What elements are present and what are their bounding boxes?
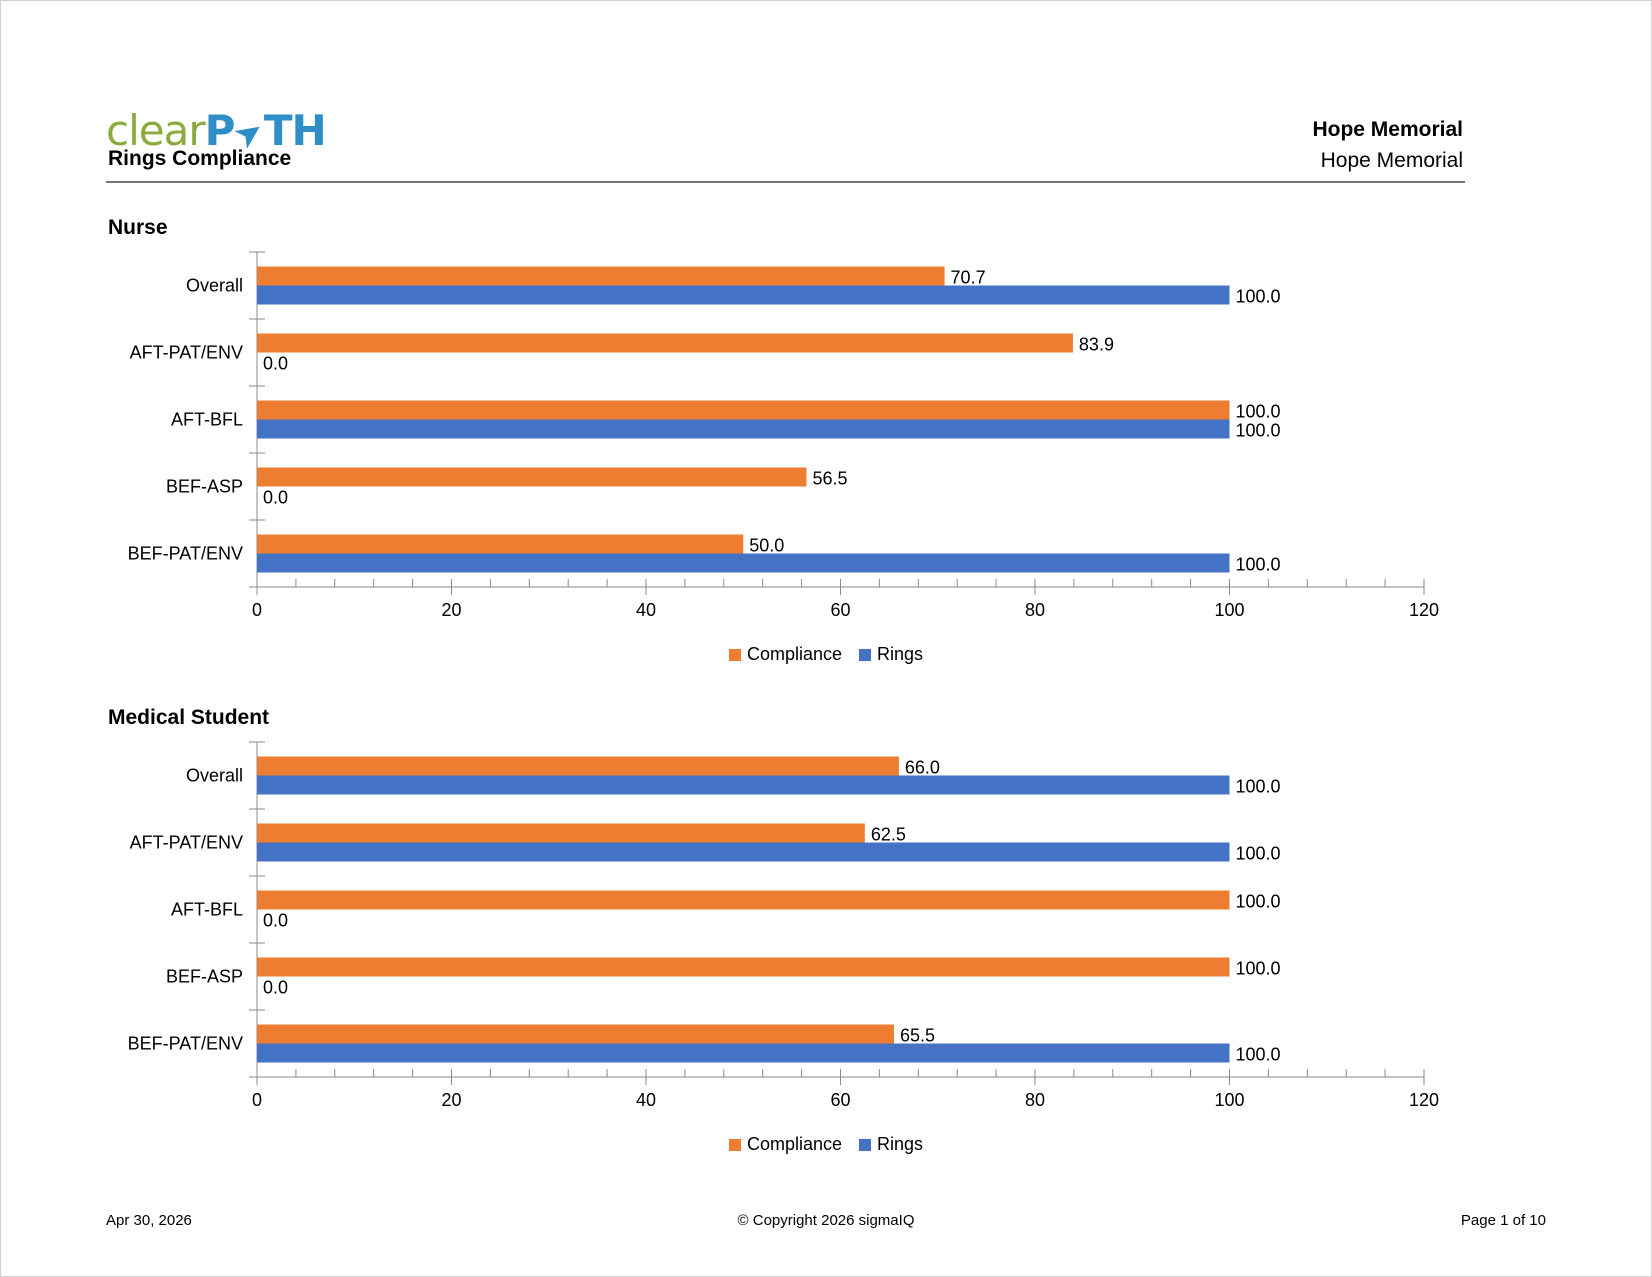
bar-compliance	[257, 957, 1230, 977]
x-tick-label: 100	[1214, 600, 1244, 620]
y-category-label: BEF-PAT/ENV	[128, 1034, 243, 1054]
bar-compliance	[257, 534, 744, 554]
nurse-chart: 0 20 40 60 80 100 120 Overall 70.7 100.0 AFT-PAT/E…	[128, 251, 1439, 620]
y-category-label: BEF-ASP	[166, 967, 243, 987]
x-tick-label: 0	[252, 600, 262, 620]
bar-rings	[257, 842, 1230, 862]
bar-compliance	[257, 400, 1230, 420]
data-label: 100.0	[1236, 402, 1281, 422]
chart-title-nurse: Nurse	[108, 216, 168, 239]
data-label: 83.9	[1079, 335, 1114, 355]
logo-text-p: P	[204, 106, 236, 155]
data-label: 100.0	[1236, 892, 1281, 912]
y-category-label: BEF-PAT/ENV	[128, 544, 243, 564]
data-label: 0.0	[263, 354, 288, 374]
legend-label-rings: Rings	[877, 1134, 924, 1154]
x-tick-label: 100	[1214, 1090, 1244, 1110]
data-label: 100.0	[1236, 287, 1281, 307]
legend-swatch-rings	[859, 649, 872, 661]
data-label: 100.0	[1236, 421, 1281, 441]
chart-title-medical-student: Medical Student	[108, 706, 270, 729]
legend-label-rings: Rings	[877, 644, 924, 664]
bar-compliance	[257, 266, 945, 286]
data-label: 62.5	[871, 825, 906, 845]
y-category-label: AFT-BFL	[171, 410, 243, 430]
data-label: 66.0	[905, 758, 940, 778]
bar-compliance	[257, 467, 807, 487]
y-category-label: AFT-PAT/ENV	[130, 833, 243, 853]
legend-swatch-compliance	[728, 1139, 741, 1151]
data-label: 56.5	[812, 469, 847, 489]
facility-name-bold: Hope Memorial	[1312, 118, 1463, 141]
x-tick-label: 60	[830, 1090, 850, 1110]
medical-student-chart-legend: Compliance Rings	[0, 1134, 1652, 1155]
data-label: 65.5	[900, 1026, 935, 1046]
data-label: 100.0	[1236, 555, 1281, 575]
y-category-label: Overall	[186, 766, 243, 786]
clearpath-logo: clearP➤TH	[106, 106, 327, 159]
bar-rings	[257, 553, 1230, 573]
footer-copyright: © Copyright 2026 sigmaIQ	[737, 1212, 915, 1229]
logo-text-th: TH	[263, 106, 327, 155]
bar-rings	[257, 285, 1230, 305]
header-divider	[106, 181, 1465, 183]
data-label: 0.0	[263, 978, 288, 998]
x-tick-label: 0	[252, 1090, 262, 1110]
footer-date: Apr 30, 2026	[106, 1212, 192, 1229]
data-label: 50.0	[749, 536, 784, 556]
bar-rings	[257, 419, 1230, 439]
x-tick-label: 60	[830, 600, 850, 620]
report-title: Rings Compliance	[108, 147, 292, 170]
data-label: 100.0	[1236, 844, 1281, 864]
data-label: 100.0	[1236, 959, 1281, 979]
x-tick-label: 20	[441, 1090, 461, 1110]
data-label: 100.0	[1236, 777, 1281, 797]
x-tick-label: 20	[441, 600, 461, 620]
bar-compliance	[257, 890, 1230, 910]
legend-swatch-compliance	[728, 649, 741, 661]
legend-label-compliance: Compliance	[746, 1134, 842, 1154]
bar-compliance	[257, 823, 865, 843]
x-tick-label: 40	[636, 1090, 656, 1110]
y-category-label: BEF-ASP	[166, 477, 243, 497]
y-category-label: AFT-PAT/ENV	[130, 343, 243, 363]
bar-rings	[257, 1043, 1230, 1063]
bar-rings	[257, 775, 1230, 795]
y-category-label: Overall	[186, 276, 243, 296]
medical-student-chart: 0 20 40 60 80 100 120 Overall 66.0 100.0 AFT-PAT/E…	[128, 741, 1439, 1110]
legend-item-rings: Rings	[859, 644, 923, 665]
x-tick-label: 40	[636, 600, 656, 620]
data-label: 70.7	[951, 268, 986, 288]
legend-label-compliance: Compliance	[746, 644, 842, 664]
legend-item-compliance: Compliance	[728, 1134, 842, 1155]
logo-text-clear: clear	[106, 106, 206, 155]
data-label: 0.0	[263, 488, 288, 508]
data-label: 100.0	[1236, 1045, 1281, 1065]
bar-compliance	[257, 333, 1073, 353]
legend-item-compliance: Compliance	[728, 644, 842, 665]
x-tick-label: 80	[1025, 600, 1045, 620]
bar-compliance	[257, 756, 899, 776]
data-label: 0.0	[263, 911, 288, 931]
facility-name: Hope Memorial	[1320, 149, 1463, 172]
x-tick-label: 120	[1409, 600, 1439, 620]
x-tick-label: 80	[1025, 1090, 1045, 1110]
legend-swatch-rings	[859, 1139, 872, 1151]
legend-item-rings: Rings	[859, 1134, 923, 1155]
facility-block: Hope Memorial Hope Memorial	[1312, 115, 1463, 177]
nurse-chart-legend: Compliance Rings	[0, 644, 1652, 665]
y-category-label: AFT-BFL	[171, 900, 243, 920]
footer-page-number: Page 1 of 10	[1460, 1212, 1546, 1229]
x-tick-label: 120	[1409, 1090, 1439, 1110]
bar-compliance	[257, 1024, 894, 1044]
